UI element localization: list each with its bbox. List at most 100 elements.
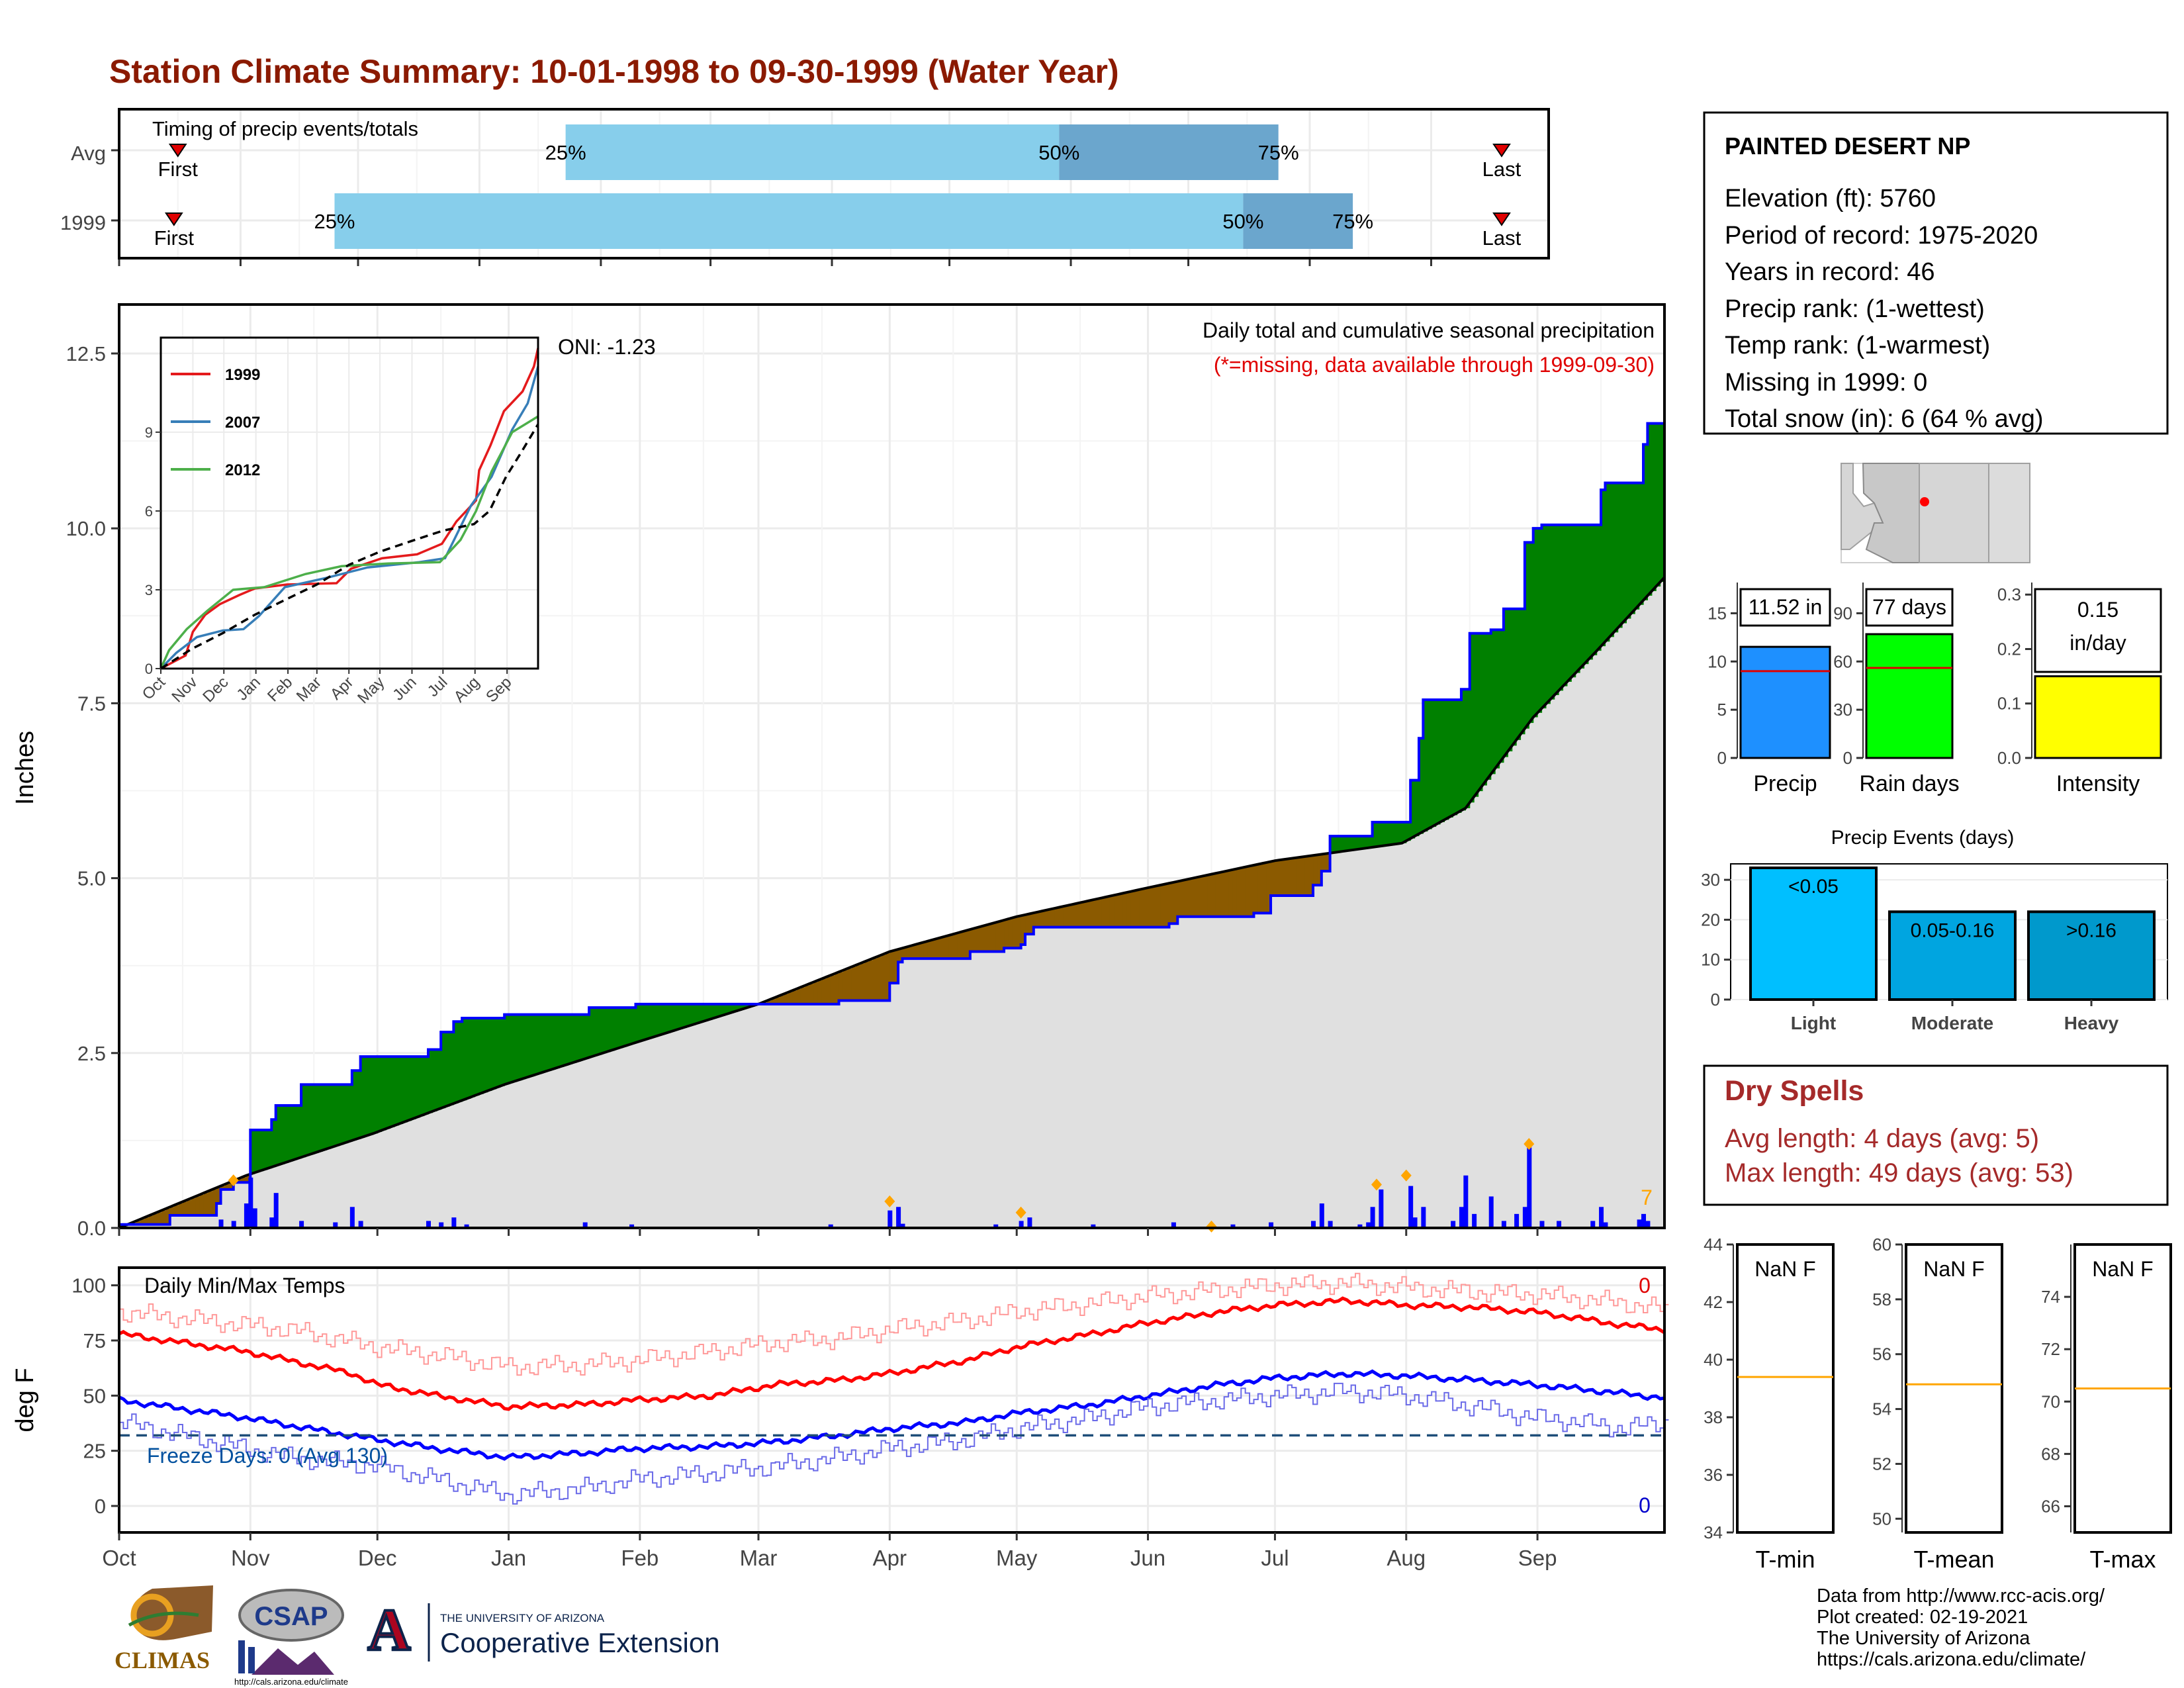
above-average-fill [504, 1014, 510, 1085]
station-missing: Missing in 1999: 0 [1725, 369, 1927, 397]
obs-p50-label: 50% [1222, 210, 1263, 233]
below-average-fill [983, 925, 988, 952]
precip-y-tick-label: 10.0 [66, 517, 106, 540]
above-average-fill [293, 1105, 298, 1160]
temp-series-line [119, 1382, 1669, 1505]
station-elevation: Elevation (ft): 5760 [1725, 185, 1936, 212]
above-average-fill [576, 1014, 581, 1062]
above-average-fill [627, 1008, 632, 1046]
temp-box-frame [1905, 1243, 2003, 1534]
above-average-fill [322, 1084, 328, 1150]
station-snow: Total snow (in): 6 (64 % avg) [1725, 405, 2044, 433]
below-average-fill [868, 960, 874, 1001]
below-average-fill [860, 963, 865, 1001]
below-average-fill [826, 976, 831, 1004]
below-average-fill [1033, 913, 1038, 927]
station-period: Period of record: 1975-2020 [1725, 222, 2038, 250]
above-average-fill [1550, 524, 1555, 700]
below-average-fill [224, 1184, 230, 1190]
above-average-fill [695, 1004, 700, 1024]
below-average-fill [1126, 892, 1132, 927]
below-average-fill [1050, 909, 1056, 927]
below-average-fill [771, 999, 776, 1004]
daily-precip-bar [1269, 1222, 1274, 1228]
below-average-fill [911, 945, 916, 959]
below-average-fill [148, 1215, 154, 1225]
last-event-marker [1492, 212, 1511, 226]
events-bar-label: <0.05 [1788, 876, 1839, 898]
daily-precip-bar [349, 1207, 355, 1228]
events-category-label: Heavy [2064, 1013, 2119, 1033]
above-average-fill [420, 1056, 425, 1117]
timing-bar-25-50 [334, 193, 1244, 249]
above-average-fill [1639, 483, 1644, 605]
above-average-fill [707, 1004, 713, 1020]
below-average-fill [1211, 874, 1216, 917]
above-average-fill [1363, 836, 1369, 849]
locator-map [1841, 463, 2030, 563]
above-average-fill [1465, 689, 1471, 808]
events-y-tick-label: 10 [1701, 950, 1720, 970]
daily-precip-bar [333, 1222, 338, 1228]
summary-value-box [1739, 588, 1831, 627]
above-average-fill [377, 1056, 383, 1132]
below-average-fill [1067, 905, 1072, 927]
temp-box-y-tick-label: 74 [2041, 1287, 2060, 1307]
above-average-fill [1575, 524, 1580, 673]
inset-series-line [159, 366, 539, 670]
temp-box-y-tick-label: 58 [1872, 1289, 1891, 1309]
daily-precip-bar [887, 1210, 893, 1228]
precip-events-title: Precip Events (days) [1831, 827, 2015, 849]
temp-box-value: NaN F [2092, 1257, 2153, 1281]
temp-box-y-tick-label: 66 [2041, 1496, 2060, 1516]
temp-box-y-tick-label: 38 [1704, 1407, 1723, 1427]
below-average-fill [187, 1199, 192, 1215]
below-average-fill [809, 984, 814, 1004]
above-average-fill [1545, 524, 1551, 704]
above-average-fill [309, 1084, 314, 1155]
below-average-fill [889, 951, 895, 984]
below-average-fill [1232, 869, 1238, 917]
above-average-fill [1418, 738, 1424, 834]
above-average-fill [660, 1004, 666, 1035]
below-average-fill [1308, 856, 1314, 896]
above-average-fill [1469, 633, 1475, 803]
above-average-fill [1508, 608, 1513, 752]
below-average-fill [1038, 912, 1043, 927]
above-average-fill [1503, 608, 1508, 757]
above-average-fill [466, 1017, 471, 1099]
first-event-marker [164, 212, 183, 226]
above-average-fill [500, 1017, 505, 1086]
below-average-fill [212, 1189, 217, 1215]
daily-precip-bar [1370, 1207, 1375, 1228]
above-average-fill [275, 1105, 281, 1166]
below-average-fill [796, 988, 801, 1004]
below-average-fill [1054, 908, 1060, 927]
above-average-fill [369, 1056, 374, 1135]
below-average-fill [1109, 896, 1115, 927]
below-average-fill [1190, 878, 1195, 917]
month-tick-label: Jun [1130, 1546, 1165, 1570]
temp-panel-label: Daily Min/Max Temps [144, 1274, 345, 1297]
temp-box-y-tick-label: 72 [2041, 1339, 2060, 1359]
above-average-fill [1626, 483, 1631, 619]
above-average-fill [538, 1014, 543, 1074]
below-average-fill [1266, 862, 1271, 914]
above-average-fill [614, 1008, 619, 1050]
month-tick-label: Sep [1518, 1546, 1557, 1570]
above-average-fill [1347, 836, 1352, 851]
daily-precip-bar [582, 1222, 588, 1228]
above-average-fill [1512, 608, 1517, 746]
summary-y-tick-label: 15 [1707, 603, 1727, 623]
below-average-fill [1165, 884, 1170, 927]
above-average-fill [580, 1014, 586, 1060]
daily-precip-bar [1366, 1222, 1371, 1228]
above-average-fill [1559, 524, 1564, 691]
events-bar [1749, 867, 1878, 1001]
above-average-fill [347, 1084, 353, 1143]
avg-last-label: Last [1482, 158, 1522, 181]
daily-precip-bar [218, 1219, 224, 1228]
daily-precip-bar [231, 1221, 236, 1228]
below-average-fill [944, 936, 950, 959]
